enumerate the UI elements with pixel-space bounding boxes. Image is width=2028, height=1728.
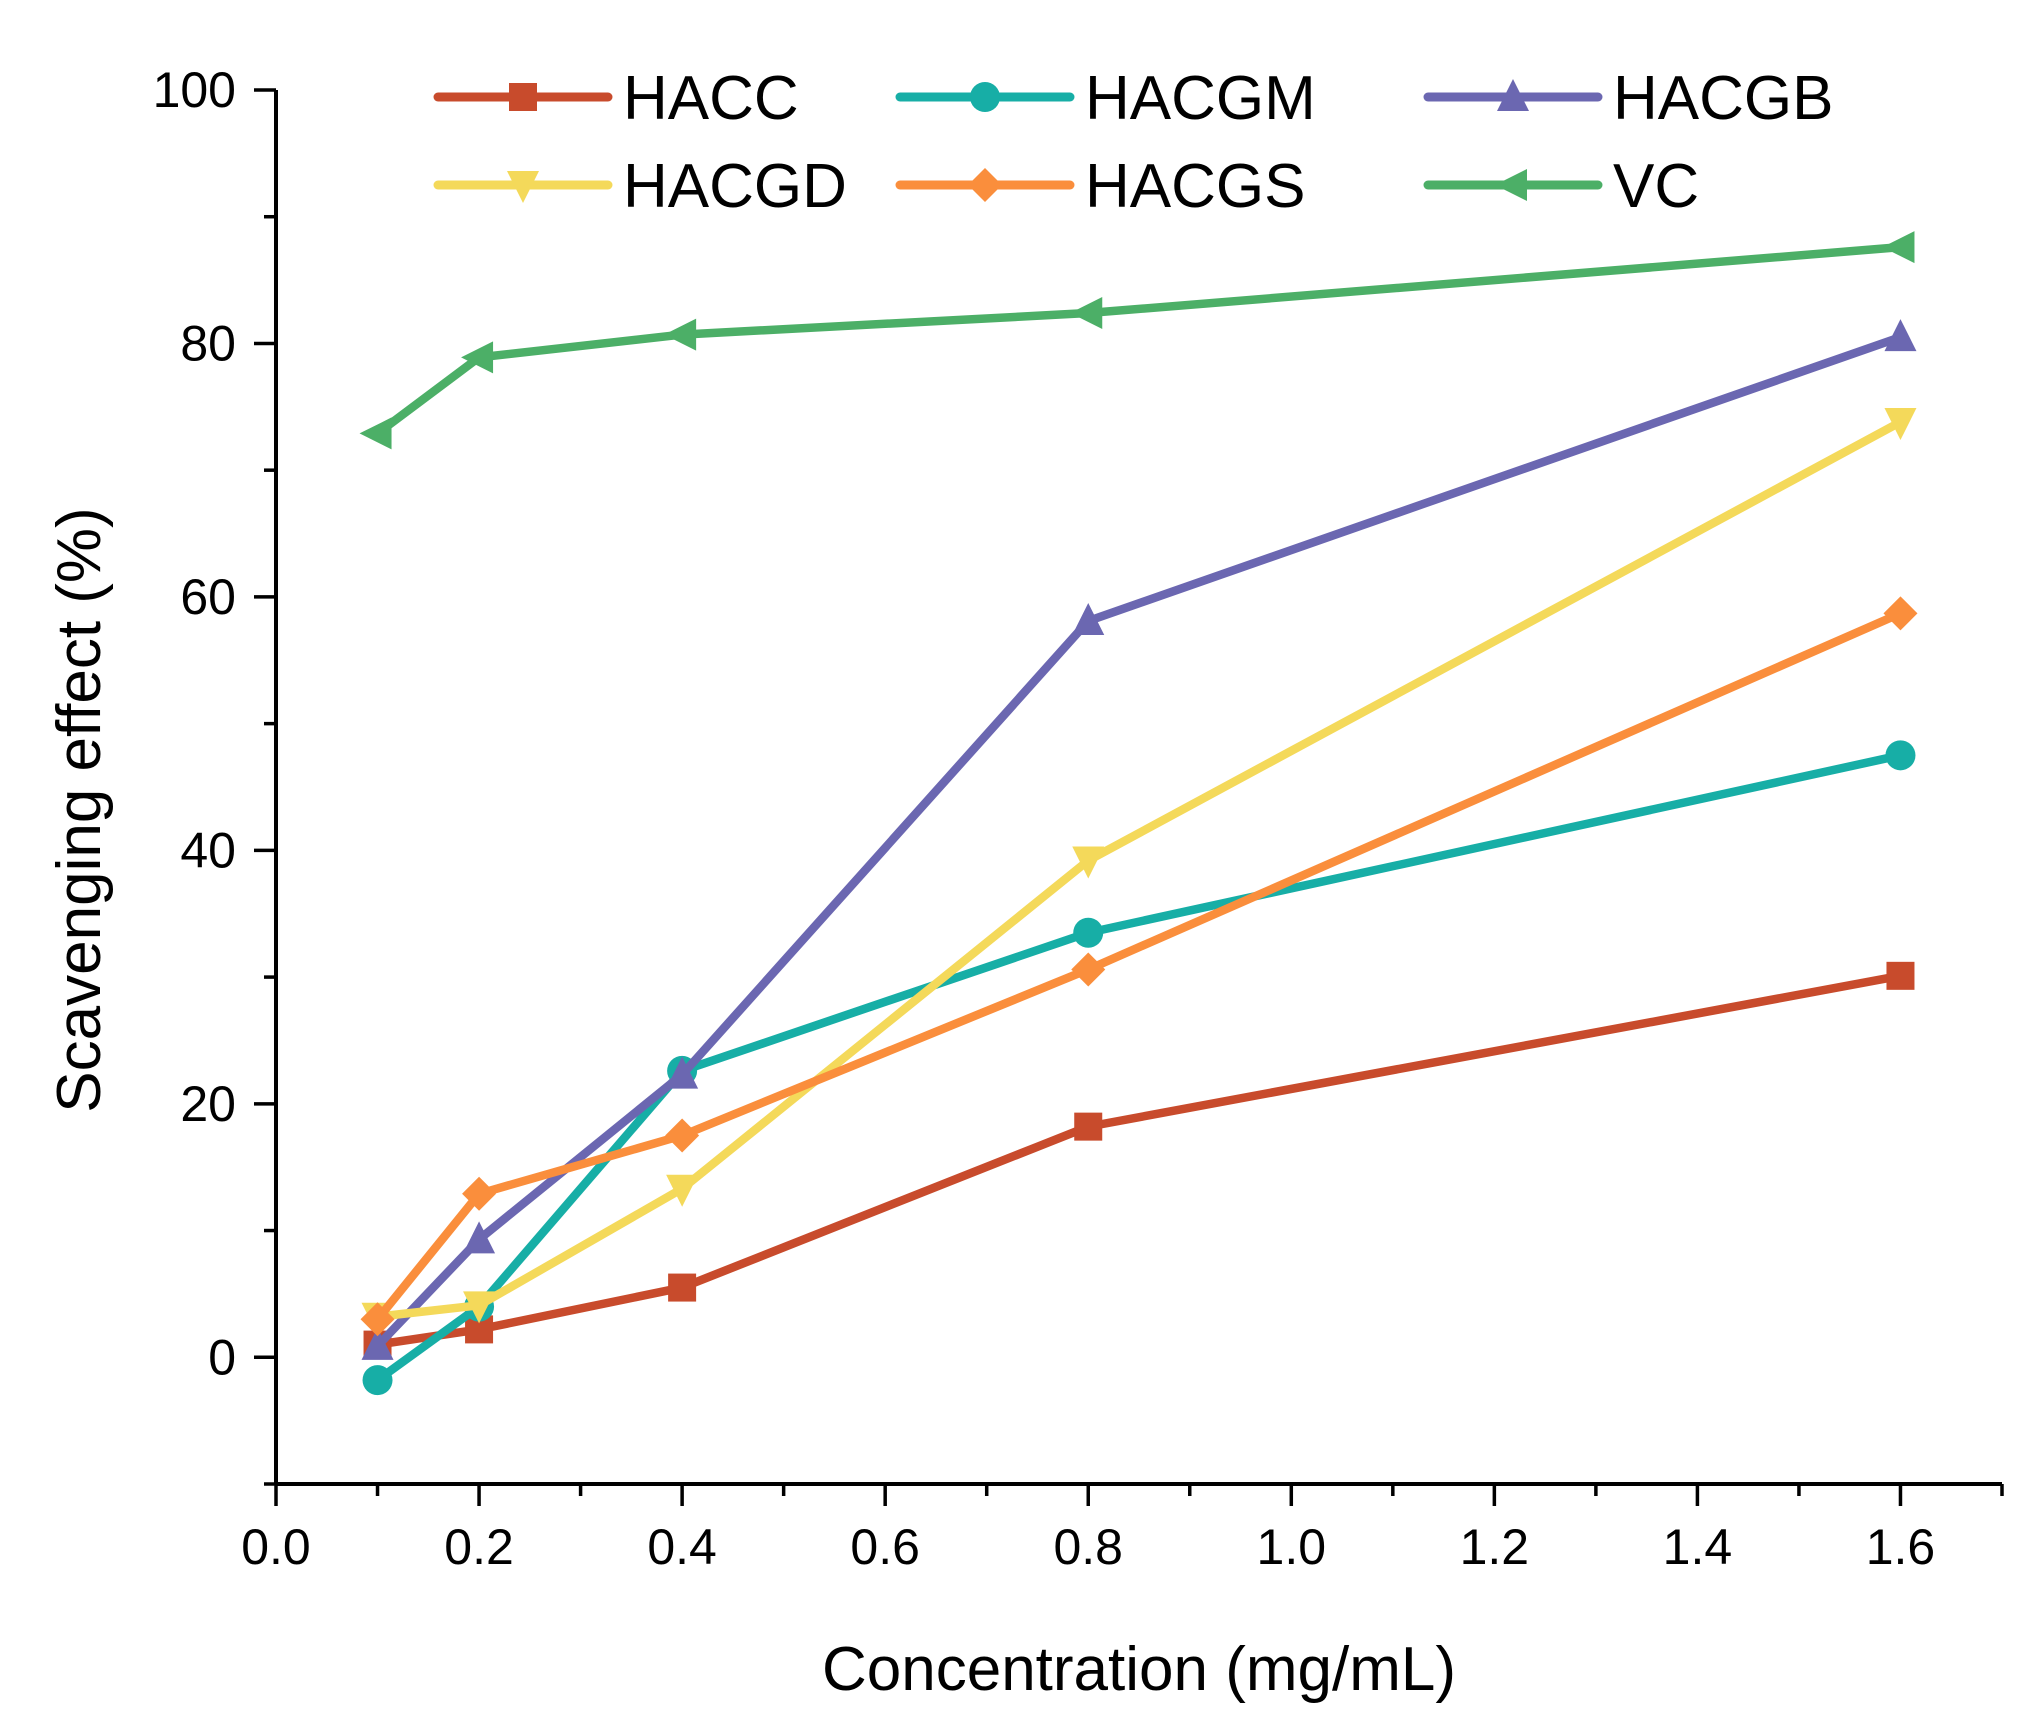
legend-marker-hacgd xyxy=(507,171,539,203)
x-tick-label: 1.2 xyxy=(1460,1519,1530,1575)
series-vc xyxy=(359,231,1915,450)
y-tick-label: 80 xyxy=(180,315,236,371)
x-tick-label: 0.2 xyxy=(444,1519,514,1575)
legend-item-hacgm: HACGM xyxy=(895,64,1316,133)
data-point-hacgd xyxy=(666,1174,699,1207)
y-tick-label: 100 xyxy=(153,62,236,118)
data-point-vc xyxy=(461,341,494,374)
y-axis-title: Scavenging effect (%) xyxy=(45,507,114,1112)
x-tick-label: 0.4 xyxy=(647,1519,717,1575)
series-layer xyxy=(359,231,1918,1396)
data-point-hacgb xyxy=(666,1056,699,1089)
data-point-hacgb xyxy=(463,1221,496,1254)
data-point-hacgs xyxy=(1883,596,1918,631)
legend-item-hacgs: HACGS xyxy=(895,152,1305,221)
data-point-hacgm xyxy=(362,1365,393,1396)
series-line-hacgs xyxy=(373,609,1905,1324)
legend-label-hacgb: HACGB xyxy=(1613,64,1833,133)
series-line-hacgd xyxy=(373,417,1905,1321)
axes: 0.0 0.2 0.4 0.6 0.8 1.0 1.2 1.4 1.6 0 20 40 60 80 100 xyxy=(153,62,2004,1575)
legend-item-hacgd: HACGD xyxy=(433,152,847,221)
series-line-vc xyxy=(373,242,1905,438)
legend-label-vc: VC xyxy=(1613,152,1699,221)
data-point-vc xyxy=(1882,231,1915,264)
x-tick-label: 0.0 xyxy=(241,1519,311,1575)
x-axis-title: Concentration (mg/mL) xyxy=(822,1635,1456,1704)
series-line-hacgb xyxy=(373,332,1905,1351)
legend-marker-hacgb xyxy=(1497,79,1529,111)
y-tick-label: 20 xyxy=(180,1076,236,1132)
x-tick-label: 1.0 xyxy=(1257,1519,1327,1575)
legend-label-hacgm: HACGM xyxy=(1085,64,1316,133)
data-point-hacgm xyxy=(1073,917,1104,948)
legend-marker-hacgm xyxy=(970,82,1000,112)
x-tick-label: 0.6 xyxy=(850,1519,920,1575)
data-point-hacgd xyxy=(1072,846,1105,879)
data-point-hacgs xyxy=(462,1176,497,1211)
data-point-hacc xyxy=(668,1273,697,1302)
data-point-vc xyxy=(1070,297,1103,330)
data-point-hacgb xyxy=(361,1327,394,1360)
data-point-hacgs xyxy=(1071,952,1106,987)
legend-item-hacgb: HACGB xyxy=(1423,64,1833,133)
legend-marker-hacgs xyxy=(968,168,1002,202)
data-point-vc xyxy=(664,318,697,351)
data-point-hacgm xyxy=(1885,740,1916,771)
y-tick-label: 60 xyxy=(180,569,236,625)
legend-marker-hacc xyxy=(509,83,537,111)
series-hacgs xyxy=(360,596,1918,1337)
series-hacgb xyxy=(361,319,1917,1360)
x-tick-label: 1.4 xyxy=(1663,1519,1733,1575)
data-point-hacc xyxy=(1074,1112,1103,1141)
data-point-hacgb xyxy=(1072,602,1105,635)
legend-item-vc: VC xyxy=(1423,152,1699,221)
data-point-hacgs xyxy=(360,1302,395,1337)
legend-item-hacc: HACC xyxy=(433,64,799,133)
data-point-vc xyxy=(359,417,392,450)
y-tick-label: 40 xyxy=(180,822,236,878)
x-tick-label: 1.6 xyxy=(1866,1519,1936,1575)
data-point-hacgd xyxy=(1884,408,1917,441)
legend-marker-vc xyxy=(1495,169,1527,201)
series-hacgm xyxy=(362,740,1916,1396)
legend-label-hacgd: HACGD xyxy=(623,152,847,221)
legend-label-hacc: HACC xyxy=(623,64,799,133)
data-point-hacgs xyxy=(665,1118,700,1153)
legend-label-hacgs: HACGS xyxy=(1085,152,1305,221)
series-hacgd xyxy=(361,408,1917,1335)
legend: HACC HACGM HACGB HACGD HACGS VC xyxy=(433,64,1833,221)
data-point-hacgd xyxy=(463,1291,496,1324)
y-tick-label: 0 xyxy=(208,1329,236,1385)
series-line-hacgm xyxy=(373,751,1905,1385)
data-point-hacgb xyxy=(1884,319,1917,352)
x-tick-label: 0.8 xyxy=(1053,1519,1123,1575)
data-point-hacc xyxy=(1886,961,1915,990)
